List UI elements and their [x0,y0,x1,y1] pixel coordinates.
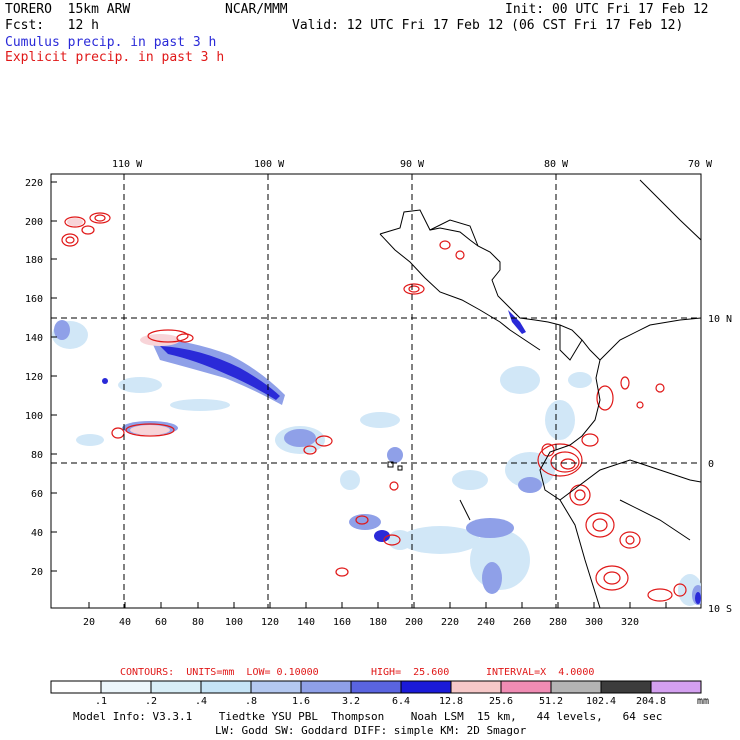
lat-label: 10 N [708,314,732,325]
x-tick: 240 [477,617,495,628]
x-tick: 120 [261,617,279,628]
lon-label: 80 W [544,159,569,170]
x-tick: 200 [405,617,423,628]
model-physics: LW: Godd SW: Goddard DIFF: simple KM: 2D… [215,724,527,737]
lat-label: 10 S [708,604,732,615]
lon-label: 90 W [400,159,425,170]
colorbar-label: 102.4 [586,696,616,707]
lon-label: 100 W [254,159,285,170]
init-time: Init: 00 UTC Fri 17 Feb 12 [505,2,709,17]
colorbar-swatch [500,680,552,694]
colorbar-swatch [300,680,352,694]
colorbar-swatch [150,680,202,694]
x-tick: 60 [155,617,167,628]
y-tick: 80 [31,450,43,461]
colorbar-swatch [450,680,502,694]
colorbar-label: .1 [95,696,107,707]
contour-interval: INTERVAL=X 4.0000 [486,667,595,678]
y-tick: 40 [31,528,43,539]
colorbar-label: 12.8 [439,696,463,707]
y-tick: 100 [25,411,43,422]
x-tick: 80 [192,617,204,628]
colorbar-label: .8 [245,696,257,707]
lat-label: 0 [708,459,714,470]
cumulus-legend: Cumulus precip. in past 3 h [5,35,217,50]
colorbar-label: .4 [195,696,207,707]
contour-units: CONTOURS: UNITS=mm LOW= 0.10000 [120,667,319,678]
x-tick: 100 [225,617,243,628]
x-tick: 140 [297,617,315,628]
x-tick: 180 [369,617,387,628]
y-tick: 180 [25,255,43,266]
contour-high: HIGH= 25.600 [371,667,450,678]
x-tick: 300 [585,617,603,628]
y-tick: 60 [31,489,43,500]
colorbar-swatch [550,680,602,694]
x-tick: 220 [441,617,459,628]
y-tick: 220 [25,178,43,189]
y-tick: 160 [25,294,43,305]
forecast-hour: Fcst: 12 h [5,18,99,33]
x-tick: 320 [621,617,639,628]
colorbar-label: 6.4 [392,696,410,707]
lon-label: 70 W [688,159,713,170]
colorbar-swatch [350,680,402,694]
colorbar-label: 51.2 [539,696,563,707]
colorbar-swatch [50,680,102,694]
y-tick: 140 [25,333,43,344]
colorbar-unit: mm [697,696,709,707]
model-info: Model Info: V3.3.1 Tiedtke YSU PBL Thomp… [73,710,663,723]
y-tick: 120 [25,372,43,383]
colorbar-swatch [250,680,302,694]
colorbar-label: .2 [145,696,157,707]
y-tick: 200 [25,217,43,228]
x-tick: 40 [119,617,131,628]
lon-label: 110 W [112,159,143,170]
org-label: NCAR/MMM [225,2,288,17]
colorbar-label: 25.6 [489,696,513,707]
x-tick: 20 [83,617,95,628]
colorbar-swatch [600,680,652,694]
y-tick: 20 [31,567,43,578]
colorbar-swatch [400,680,452,694]
precip-field [51,174,701,608]
explicit-legend: Explicit precip. in past 3 h [5,50,225,65]
colorbar-swatch [100,680,152,694]
x-tick: 260 [513,617,531,628]
colorbar-label: 1.6 [292,696,310,707]
x-tick: 160 [333,617,351,628]
colorbar-swatch [200,680,252,694]
colorbar-swatch [650,680,702,694]
valid-time: Valid: 12 UTC Fri 17 Feb 12 (06 CST Fri … [292,18,684,33]
model-title: TORERO 15km ARW [5,2,131,17]
x-tick: 280 [549,617,567,628]
colorbar: .1 .2 .4 .8 1.6 3.2 6.4 12.8 25.6 51.2 102.4 204.8 m… [50,680,709,707]
colorbar-label: 3.2 [342,696,360,707]
colorbar-label: 204.8 [636,696,666,707]
